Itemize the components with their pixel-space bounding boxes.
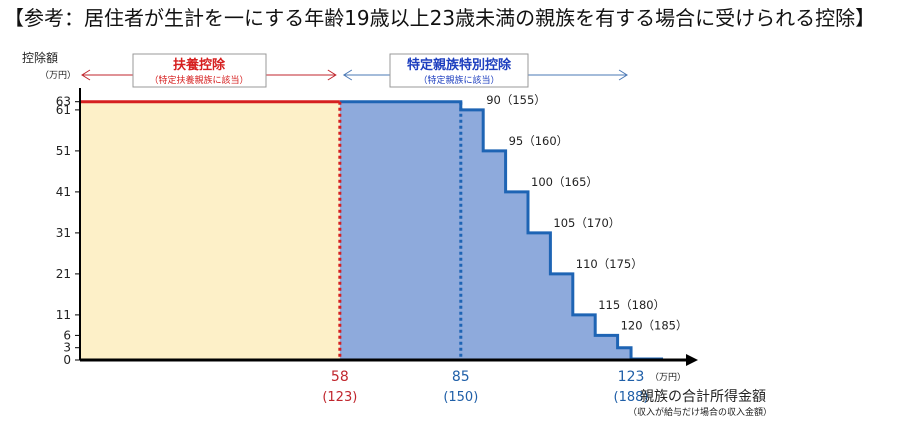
y-tick-label: 11 — [56, 308, 71, 322]
x-marker-label: 123 — [618, 369, 645, 385]
x-marker-sub-label: (188) — [614, 390, 649, 405]
line-tokutei-shinzoku — [339, 100, 633, 360]
chart-title: 【参考：居住者が生計を一にする年齢19歳以上23歳未満の親族を有する場合に受けら… — [4, 6, 876, 30]
x-axis-label: 親族の合計所得金額 — [640, 388, 766, 405]
area-tokutei-shinzoku — [339, 101, 632, 360]
area-fuyou-koujo — [80, 101, 340, 360]
y-tick-label: 3 — [63, 341, 71, 355]
step-label: 105（170） — [553, 216, 620, 230]
legend-fuyou-name: 扶養控除 — [173, 57, 226, 73]
x-marker-sub-label: (123) — [322, 390, 357, 405]
step-label: 115（180） — [598, 298, 665, 312]
x-marker-label: 85 — [452, 369, 470, 385]
legend-box-tokutei — [389, 53, 529, 88]
x-marker-sub-label: (150) — [443, 390, 478, 405]
x-marker-label: 58 — [331, 369, 349, 385]
legend-tokutei-note: （特定親族に該当） — [418, 74, 499, 86]
y-tick-label: 63 — [56, 95, 71, 109]
x-axis-label-note: （収入が給与だけ場合の収入金額） — [628, 406, 772, 418]
y-tick-label: 31 — [56, 226, 71, 240]
step-label: 110（175） — [576, 257, 643, 271]
range-arrowhead-left — [81, 69, 91, 81]
y-tick-label: 6 — [63, 328, 71, 342]
y-tick-label: 0 — [63, 353, 71, 367]
y-tick-label: 61 — [56, 103, 71, 117]
step-label: 100（165） — [531, 175, 598, 189]
step-label: 90（155） — [486, 93, 546, 107]
x-axis-unit: （万円） — [650, 372, 686, 383]
range-arrowhead-left — [342, 69, 353, 81]
y-axis-label: 控除額 — [22, 50, 58, 65]
y-tick-label: 41 — [56, 185, 71, 199]
x-axis-arrow — [686, 354, 698, 366]
legend-fuyou-note: （特定扶養親族に該当） — [149, 74, 248, 86]
step-label: 95（160） — [509, 134, 569, 148]
legend-box-fuyou — [132, 53, 267, 88]
legend-tokutei-name: 特定親族特別控除 — [407, 57, 512, 73]
y-tick-label: 21 — [56, 267, 71, 281]
y-axis-unit: （万円） — [40, 70, 76, 81]
range-arrowhead-right — [327, 69, 337, 81]
step-label: 120（185） — [621, 318, 688, 332]
range-arrowhead-right — [618, 69, 628, 81]
y-tick-label: 51 — [56, 144, 71, 158]
